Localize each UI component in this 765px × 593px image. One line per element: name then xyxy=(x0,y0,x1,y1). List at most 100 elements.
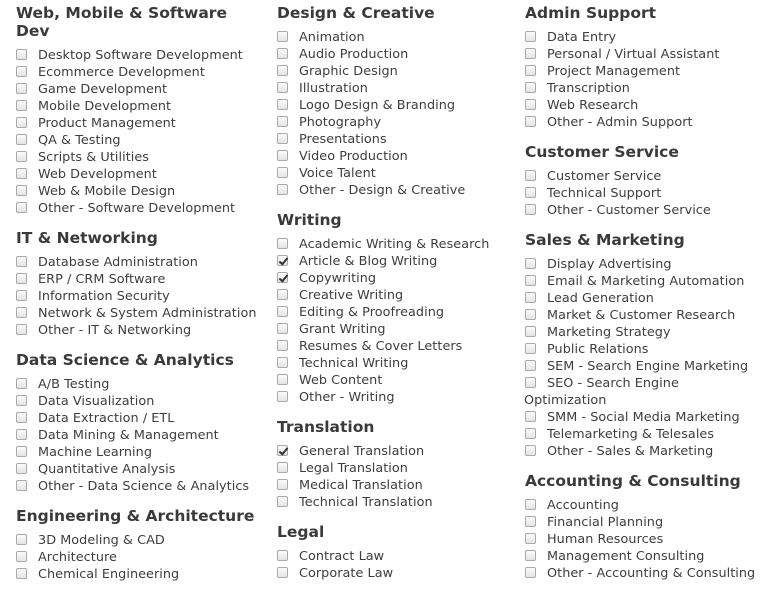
checkbox-icon[interactable] xyxy=(525,65,536,76)
checkbox-icon[interactable] xyxy=(16,412,27,423)
subcategory-label[interactable]: Other - Accounting & Consulting xyxy=(547,566,756,581)
subcategory-option-product-management[interactable]: Product Management xyxy=(16,115,266,132)
subcategory-label[interactable]: Legal Translation xyxy=(299,461,408,476)
checkbox-icon[interactable] xyxy=(16,429,27,440)
checkbox-icon[interactable] xyxy=(525,258,536,269)
subcategory-label[interactable]: ERP / CRM Software xyxy=(38,272,166,287)
subcategory-label[interactable]: General Translation xyxy=(299,444,425,459)
checkbox-icon[interactable] xyxy=(525,31,536,42)
checkbox-icon[interactable] xyxy=(277,99,288,110)
subcategory-label[interactable]: Product Management xyxy=(38,116,176,131)
subcategory-option-scripts-and-utilities[interactable]: Scripts & Utilities xyxy=(16,149,266,166)
subcategory-option-creative-writing[interactable]: Creative Writing xyxy=(277,287,517,304)
subcategory-label[interactable]: Other - Sales & Marketing xyxy=(547,444,714,459)
subcategory-label[interactable]: Video Production xyxy=(299,149,408,164)
subcategory-option-technical-writing[interactable]: Technical Writing xyxy=(277,355,517,372)
subcategory-label[interactable]: Presentations xyxy=(299,132,387,147)
subcategory-label[interactable]: Customer Service xyxy=(547,169,662,184)
checkbox-icon[interactable] xyxy=(525,326,536,337)
subcategory-option-web-and-mobile-design[interactable]: Web & Mobile Design xyxy=(16,183,266,200)
checkbox-icon[interactable] xyxy=(277,374,288,385)
subcategory-label[interactable]: Audio Production xyxy=(299,47,409,62)
subcategory-option-article-and-blog-writing[interactable]: Article & Blog Writing xyxy=(277,253,517,270)
checkbox-icon[interactable] xyxy=(277,496,288,507)
subcategory-option-project-management[interactable]: Project Management xyxy=(525,63,765,80)
subcategory-label[interactable]: Technical Writing xyxy=(299,356,409,371)
checkbox-icon[interactable] xyxy=(525,428,536,439)
subcategory-option-data-mining-and-management[interactable]: Data Mining & Management xyxy=(16,427,266,444)
subcategory-option-chemical-engineering[interactable]: Chemical Engineering xyxy=(16,566,266,583)
checkbox-icon[interactable] xyxy=(525,116,536,127)
subcategory-option-qa-and-testing[interactable]: QA & Testing xyxy=(16,132,266,149)
subcategory-option-graphic-design[interactable]: Graphic Design xyxy=(277,63,517,80)
checkbox-icon[interactable] xyxy=(277,323,288,334)
subcategory-label[interactable]: Web Content xyxy=(299,373,383,388)
subcategory-option-quantitative-analysis[interactable]: Quantitative Analysis xyxy=(16,461,266,478)
subcategory-label[interactable]: Data Visualization xyxy=(38,394,155,409)
checkbox-icon[interactable] xyxy=(277,167,288,178)
subcategory-label[interactable]: Financial Planning xyxy=(547,515,664,530)
subcategory-label[interactable]: Database Administration xyxy=(38,255,198,270)
checkbox-icon[interactable] xyxy=(525,187,536,198)
subcategory-label[interactable]: Telemarketing & Telesales xyxy=(547,427,715,442)
subcategory-option-database-administration[interactable]: Database Administration xyxy=(16,254,266,271)
subcategory-label[interactable]: Other - Software Development xyxy=(38,201,236,216)
checkbox-icon[interactable] xyxy=(277,133,288,144)
subcategory-option-other-software-development[interactable]: Other - Software Development xyxy=(16,200,266,217)
subcategory-label[interactable]: Article & Blog Writing xyxy=(299,254,438,269)
subcategory-option-personal-virtual-assistant[interactable]: Personal / Virtual Assistant xyxy=(525,46,765,63)
checkbox-icon[interactable] xyxy=(277,82,288,93)
checkbox-icon[interactable] xyxy=(16,202,27,213)
subcategory-option-transcription[interactable]: Transcription xyxy=(525,80,765,97)
checkbox-checked-icon[interactable] xyxy=(277,255,288,266)
subcategory-label[interactable]: Other - Customer Service xyxy=(547,203,711,218)
subcategory-option-architecture[interactable]: Architecture xyxy=(16,549,266,566)
checkbox-icon[interactable] xyxy=(525,445,536,456)
subcategory-option-web-research[interactable]: Web Research xyxy=(525,97,765,114)
subcategory-label[interactable]: Graphic Design xyxy=(299,64,398,79)
checkbox-icon[interactable] xyxy=(16,83,27,94)
subcategory-label[interactable]: Quantitative Analysis xyxy=(38,462,176,477)
subcategory-option-human-resources[interactable]: Human Resources xyxy=(525,531,765,548)
subcategory-option-sem-search-engine-marketing[interactable]: SEM - Search Engine Marketing xyxy=(525,358,765,375)
subcategory-option-public-relations[interactable]: Public Relations xyxy=(525,341,765,358)
subcategory-option-mobile-development[interactable]: Mobile Development xyxy=(16,98,266,115)
checkbox-icon[interactable] xyxy=(16,395,27,406)
subcategory-label[interactable]: Medical Translation xyxy=(299,478,423,493)
subcategory-label[interactable]: Contract Law xyxy=(299,549,385,564)
subcategory-option-resumes-and-cover-letters[interactable]: Resumes & Cover Letters xyxy=(277,338,517,355)
subcategory-option-erp-crm-software[interactable]: ERP / CRM Software xyxy=(16,271,266,288)
subcategory-label[interactable]: Grant Writing xyxy=(299,322,386,337)
checkbox-icon[interactable] xyxy=(525,204,536,215)
subcategory-label[interactable]: Public Relations xyxy=(547,342,649,357)
checkbox-icon[interactable] xyxy=(277,65,288,76)
subcategory-label[interactable]: Web Research xyxy=(547,98,639,113)
subcategory-label[interactable]: Display Advertising xyxy=(547,257,672,272)
subcategory-option-academic-writing-and-research[interactable]: Academic Writing & Research xyxy=(277,236,517,253)
subcategory-option-other-writing[interactable]: Other - Writing xyxy=(277,389,517,406)
checkbox-icon[interactable] xyxy=(16,463,27,474)
checkbox-icon[interactable] xyxy=(525,499,536,510)
subcategory-option-other-admin-support[interactable]: Other - Admin Support xyxy=(525,114,765,131)
subcategory-label[interactable]: Machine Learning xyxy=(38,445,152,460)
subcategory-option-seo-search-engine-optimization[interactable]: SEO - Search Engine Optimization xyxy=(524,375,765,409)
subcategory-option-customer-service[interactable]: Customer Service xyxy=(525,168,765,185)
subcategory-label[interactable]: Other - Writing xyxy=(299,390,395,405)
checkbox-icon[interactable] xyxy=(277,150,288,161)
checkbox-icon[interactable] xyxy=(16,446,27,457)
subcategory-label[interactable]: Voice Talent xyxy=(299,166,376,181)
subcategory-label[interactable]: Other - IT & Networking xyxy=(38,323,192,338)
subcategory-label[interactable]: Management Consulting xyxy=(547,549,705,564)
checkbox-icon[interactable] xyxy=(525,170,536,181)
subcategory-option-display-advertising[interactable]: Display Advertising xyxy=(525,256,765,273)
subcategory-label[interactable]: Human Resources xyxy=(547,532,664,547)
checkbox-icon[interactable] xyxy=(16,168,27,179)
checkbox-icon[interactable] xyxy=(16,134,27,145)
checkbox-icon[interactable] xyxy=(277,567,288,578)
checkbox-icon[interactable] xyxy=(525,292,536,303)
checkbox-icon[interactable] xyxy=(525,360,536,371)
subcategory-option-marketing-strategy[interactable]: Marketing Strategy xyxy=(525,324,765,341)
checkbox-icon[interactable] xyxy=(525,550,536,561)
subcategory-option-photography[interactable]: Photography xyxy=(277,114,517,131)
subcategory-label[interactable]: Illustration xyxy=(299,81,368,96)
